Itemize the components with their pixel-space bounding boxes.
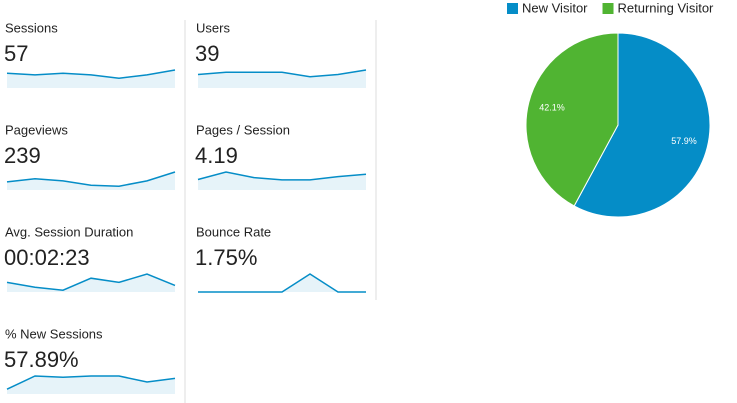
metric-label: % New Sessions <box>5 326 103 341</box>
pie-label: 57.9% <box>671 136 697 146</box>
metric-label: Users <box>196 20 230 35</box>
metric-value: 1.75% <box>195 245 257 270</box>
sparkline-area <box>7 376 175 394</box>
sparkline <box>6 375 176 390</box>
sparkline <box>197 171 367 181</box>
metric-label: Bounce Rate <box>196 224 271 239</box>
metric-value: 239 <box>4 143 41 168</box>
legend-swatch <box>507 3 518 14</box>
sparkline-area <box>7 70 175 88</box>
sparkline-area <box>198 172 366 190</box>
metric-label: Sessions <box>5 20 58 35</box>
metric-value: 00:02:23 <box>4 245 90 270</box>
sparkline <box>6 171 176 187</box>
pie-slice <box>573 32 711 218</box>
metric-value: 57 <box>4 41 28 66</box>
metric-value: 4.19 <box>195 143 238 168</box>
pie-slice <box>525 32 619 207</box>
legend-label: New Visitor <box>522 0 588 15</box>
sparkline <box>197 69 367 78</box>
legend-label: Returning Visitor <box>618 0 715 15</box>
legend-swatch <box>602 3 614 14</box>
pie-label: 42.1% <box>539 103 565 113</box>
metric-label: Avg. Session Duration <box>5 224 133 239</box>
sparkline <box>6 273 176 291</box>
metric-value: 57.89% <box>4 347 79 372</box>
metric-value: 39 <box>195 41 219 66</box>
sparkline-area <box>198 274 366 292</box>
sparkline-area <box>7 274 175 292</box>
metric-label: Pageviews <box>5 122 68 137</box>
metric-label: Pages / Session <box>196 122 290 137</box>
sparkline <box>6 69 176 79</box>
sparkline <box>198 273 366 293</box>
sparkline-area <box>198 70 366 88</box>
sparkline-area <box>7 172 175 190</box>
